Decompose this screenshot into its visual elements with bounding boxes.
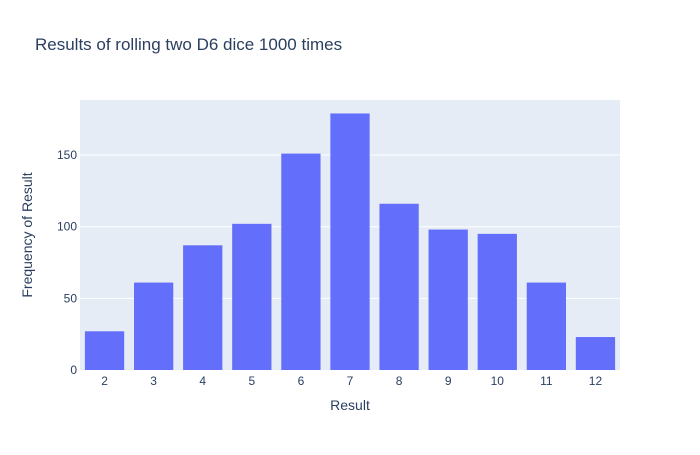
x-tick-label: 2 (101, 374, 108, 388)
bar-4 (183, 245, 223, 370)
bar-3 (134, 282, 174, 370)
y-tick-label: 150 (57, 148, 77, 162)
x-tick-label: 9 (445, 374, 452, 388)
chart-title: Results of rolling two D6 dice 1000 time… (35, 35, 342, 54)
bar-8 (379, 203, 419, 370)
bar-5 (232, 223, 272, 370)
bar-10 (477, 233, 517, 370)
x-tick-label: 3 (150, 374, 157, 388)
x-tick-label: 8 (396, 374, 403, 388)
x-tick-label: 7 (347, 374, 354, 388)
x-tick-label: 5 (248, 374, 255, 388)
y-tick-label: 100 (57, 220, 77, 234)
x-tick-label: 12 (589, 374, 603, 388)
x-tick-label: 10 (491, 374, 505, 388)
y-tick-label: 50 (64, 291, 78, 305)
bar-2 (84, 331, 125, 370)
y-axis-title: Frequency of Result (19, 172, 35, 297)
x-tick-labels: 2 3 4 5 6 7 8 9 10 11 12 (101, 374, 602, 388)
bar-7 (330, 113, 370, 370)
y-tick-label: 0 (70, 363, 77, 377)
y-tick-labels: 0 50 100 150 (57, 148, 77, 377)
x-axis-title: Result (330, 397, 370, 413)
bar-6 (281, 153, 321, 370)
x-tick-label: 11 (540, 374, 553, 388)
x-tick-label: 4 (199, 374, 206, 388)
bar-9 (428, 229, 468, 370)
bars (84, 113, 616, 370)
bar-11 (526, 282, 566, 370)
x-tick-label: 6 (298, 374, 305, 388)
bar-12 (575, 337, 616, 370)
